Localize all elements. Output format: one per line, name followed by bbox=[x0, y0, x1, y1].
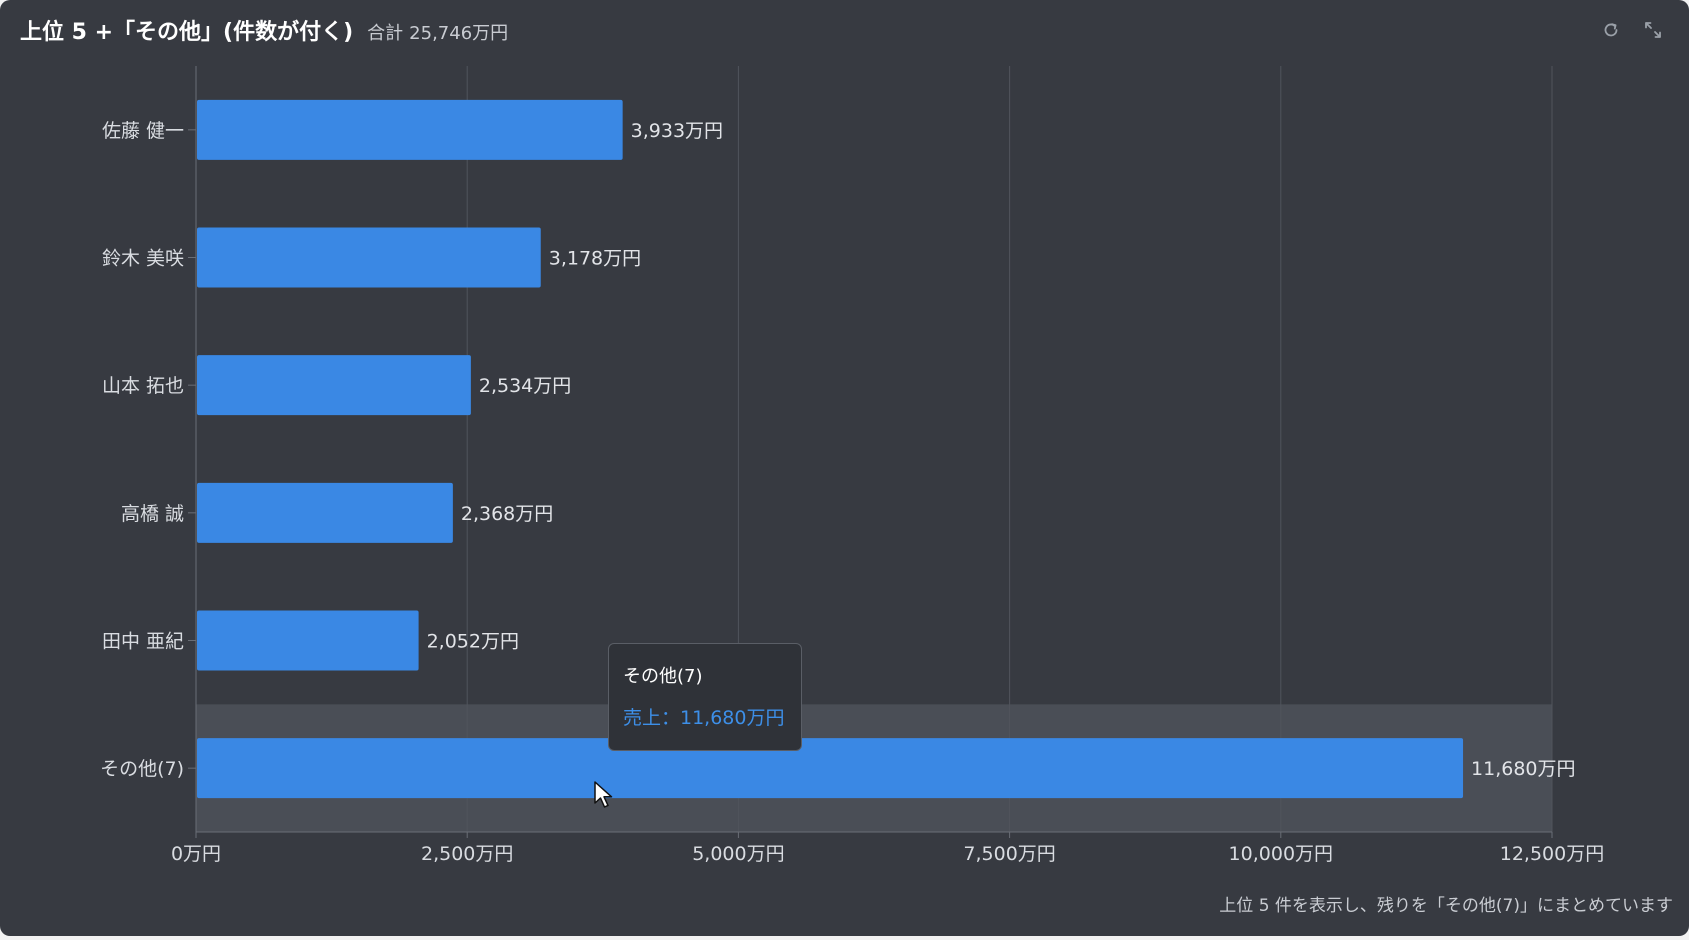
mouse-cursor-icon bbox=[594, 781, 613, 808]
x-tick-label: 0万円 bbox=[171, 843, 221, 865]
bar-value-label: 2,368万円 bbox=[461, 503, 553, 525]
bar-value-label: 3,178万円 bbox=[549, 248, 641, 270]
x-tick-label: 2,500万円 bbox=[421, 843, 513, 865]
y-category-label: 佐藤 健一 bbox=[102, 120, 184, 142]
y-category-label: 田中 亜紀 bbox=[102, 631, 184, 653]
y-category-label: 高橋 誠 bbox=[121, 503, 184, 525]
bar-value-label: 3,933万円 bbox=[631, 120, 723, 142]
y-category-label: 鈴木 美咲 bbox=[102, 248, 184, 270]
tooltip-category: その他(7) bbox=[623, 666, 703, 687]
refresh-icon bbox=[1602, 21, 1620, 39]
x-tick-label: 7,500万円 bbox=[963, 843, 1055, 865]
expand-icon bbox=[1644, 21, 1662, 39]
refresh-button[interactable] bbox=[1597, 16, 1625, 44]
bar bbox=[197, 482, 453, 543]
total-summary: 合計 25,746万円 bbox=[367, 19, 508, 45]
y-category-label: 山本 拓也 bbox=[102, 375, 184, 397]
bar bbox=[197, 227, 541, 288]
chart-title: 上位 5 +「その他」(件数が付く) bbox=[20, 20, 354, 45]
bar bbox=[197, 99, 623, 160]
total-value: 25,746万円 bbox=[409, 23, 509, 44]
bar bbox=[197, 610, 419, 671]
chart-header: 上位 5 +「その他」(件数が付く) 合計 25,746万円 bbox=[20, 14, 508, 48]
tooltip-value: 売上：11,680万円 bbox=[623, 707, 785, 729]
bar bbox=[197, 738, 1464, 799]
expand-button[interactable] bbox=[1639, 16, 1667, 44]
x-tick-label: 10,000万円 bbox=[1229, 843, 1333, 865]
bar-value-label: 2,534万円 bbox=[479, 375, 571, 397]
x-tick-label: 12,500万円 bbox=[1500, 843, 1604, 865]
bar-value-label: 11,680万円 bbox=[1471, 758, 1575, 780]
bar bbox=[197, 355, 471, 416]
bar-value-label: 2,052万円 bbox=[427, 631, 519, 653]
y-category-label: その他(7) bbox=[100, 758, 184, 780]
x-tick-label: 5,000万円 bbox=[692, 843, 784, 865]
total-label: 合計 bbox=[367, 23, 404, 44]
chart-footnote: 上位 5 件を表示し、残りを「その他(7)」にまとめています bbox=[1219, 896, 1673, 916]
chart-tooltip: その他(7) 売上：11,680万円 bbox=[608, 643, 802, 751]
